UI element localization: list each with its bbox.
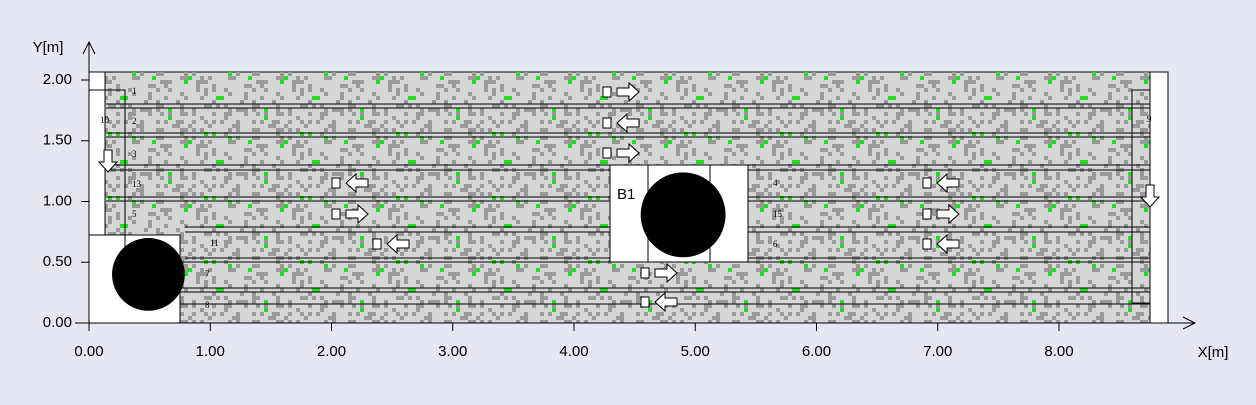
zone-label: 2 <box>132 116 137 126</box>
gate <box>602 117 612 129</box>
y-tick-label: 0.50 <box>43 253 72 270</box>
flow-arrow <box>616 142 640 164</box>
y-axis-label: Y[m] <box>33 39 64 56</box>
x-tick-label: 8.00 <box>1044 343 1073 360</box>
zone-label: 15 <box>773 209 783 219</box>
zone-label: 11 <box>210 238 219 248</box>
x-axis-label: X[m] <box>1198 344 1229 361</box>
x-tick-label: 6.00 <box>802 343 831 360</box>
flow-arrow <box>654 262 678 284</box>
gate <box>640 296 650 308</box>
zone-label: 5 <box>132 209 137 219</box>
zone-label: 7 <box>205 269 210 279</box>
zone-label: 9 <box>1147 114 1152 124</box>
flow-arrow <box>345 172 369 194</box>
gate <box>602 147 612 159</box>
x-tick-label: 3.00 <box>438 343 467 360</box>
flow-arrow <box>345 203 369 225</box>
gate <box>922 177 932 189</box>
gate <box>331 177 341 189</box>
flow-arrow <box>386 233 410 255</box>
obstacle <box>640 172 726 258</box>
x-tick-label: 2.00 <box>317 343 346 360</box>
flow-arrow <box>654 291 678 313</box>
zone-label: 10 <box>100 115 110 125</box>
x-tick-label: 1.00 <box>196 343 225 360</box>
gate <box>922 208 932 220</box>
x-tick-label: 0.00 <box>74 343 103 360</box>
x-tick-label: 4.00 <box>559 343 588 360</box>
flow-arrow <box>936 203 960 225</box>
flow-arrow <box>616 81 640 103</box>
x-tick-label: 7.00 <box>923 343 952 360</box>
y-tick-label: 1.00 <box>43 192 72 209</box>
block-label: B1 <box>617 186 635 203</box>
gate <box>922 238 932 250</box>
flow-arrow <box>616 112 640 134</box>
y-tick-label: 1.50 <box>43 132 72 149</box>
y-tick-label: 0.00 <box>43 314 72 331</box>
y-tick-label: 2.00 <box>43 71 72 88</box>
zone-label: 8 <box>205 300 210 310</box>
y-axis-arrow <box>82 40 96 55</box>
zone-label: 6 <box>773 239 778 249</box>
gate <box>331 208 341 220</box>
gate <box>372 238 382 250</box>
flow-arrow <box>97 149 119 173</box>
zone-label: 4 <box>773 178 778 188</box>
gate <box>640 267 650 279</box>
zone-label: 1 <box>132 86 137 96</box>
gate <box>602 86 612 98</box>
zone-label: 3 <box>132 149 137 159</box>
open-area <box>88 71 106 236</box>
flow-arrow <box>936 172 960 194</box>
x-axis-arrow <box>1182 316 1197 330</box>
flow-arrow <box>936 233 960 255</box>
zone-label: 13 <box>132 179 142 189</box>
obstacle <box>112 238 185 311</box>
flow-arrow <box>1139 184 1161 208</box>
x-tick-label: 5.00 <box>681 343 710 360</box>
